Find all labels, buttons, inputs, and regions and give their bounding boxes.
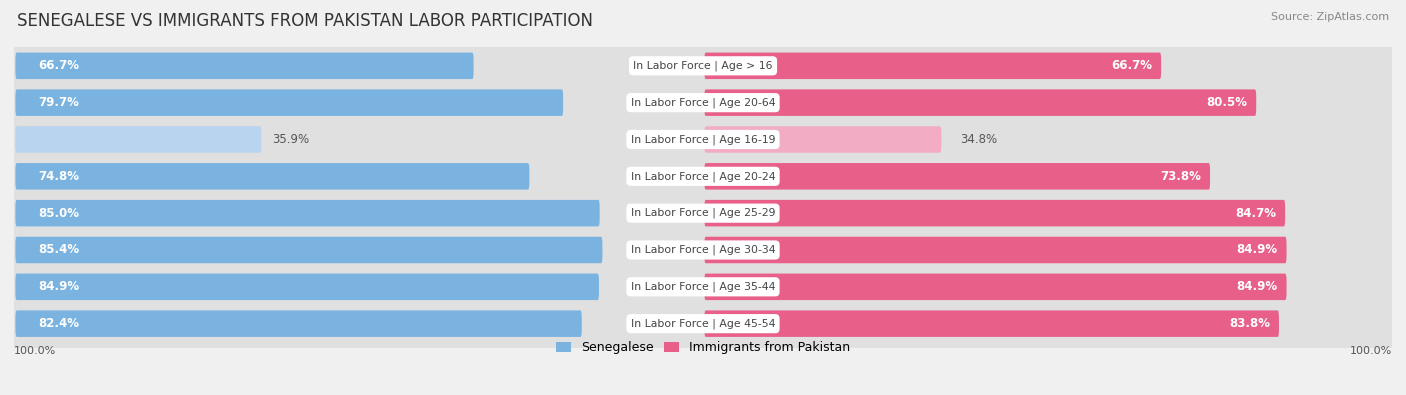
Text: 100.0%: 100.0%	[1350, 346, 1392, 357]
Text: 83.8%: 83.8%	[1229, 317, 1270, 330]
FancyBboxPatch shape	[15, 126, 262, 153]
FancyBboxPatch shape	[15, 200, 599, 226]
FancyBboxPatch shape	[704, 310, 1279, 337]
FancyBboxPatch shape	[14, 60, 1392, 145]
Text: In Labor Force | Age 45-54: In Labor Force | Age 45-54	[631, 318, 775, 329]
Text: SENEGALESE VS IMMIGRANTS FROM PAKISTAN LABOR PARTICIPATION: SENEGALESE VS IMMIGRANTS FROM PAKISTAN L…	[17, 12, 593, 30]
FancyBboxPatch shape	[14, 207, 1392, 293]
FancyBboxPatch shape	[14, 23, 1392, 109]
Text: 84.9%: 84.9%	[1236, 243, 1278, 256]
FancyBboxPatch shape	[15, 237, 602, 263]
Legend: Senegalese, Immigrants from Pakistan: Senegalese, Immigrants from Pakistan	[551, 337, 855, 359]
Text: 79.7%: 79.7%	[38, 96, 79, 109]
FancyBboxPatch shape	[704, 274, 1286, 300]
Text: In Labor Force | Age 20-24: In Labor Force | Age 20-24	[631, 171, 775, 182]
FancyBboxPatch shape	[704, 126, 942, 153]
Text: 84.7%: 84.7%	[1236, 207, 1277, 220]
Text: 82.4%: 82.4%	[38, 317, 79, 330]
Text: In Labor Force | Age 20-64: In Labor Force | Age 20-64	[631, 98, 775, 108]
Text: In Labor Force | Age 25-29: In Labor Force | Age 25-29	[631, 208, 775, 218]
FancyBboxPatch shape	[14, 97, 1392, 182]
FancyBboxPatch shape	[15, 310, 582, 337]
FancyBboxPatch shape	[15, 89, 564, 116]
Text: 66.7%: 66.7%	[1111, 59, 1152, 72]
Text: In Labor Force | Age 16-19: In Labor Force | Age 16-19	[631, 134, 775, 145]
Text: 34.8%: 34.8%	[960, 133, 997, 146]
Text: In Labor Force | Age 35-44: In Labor Force | Age 35-44	[631, 282, 775, 292]
FancyBboxPatch shape	[704, 237, 1286, 263]
Text: 84.9%: 84.9%	[38, 280, 79, 293]
Text: 66.7%: 66.7%	[38, 59, 79, 72]
FancyBboxPatch shape	[14, 134, 1392, 219]
Text: 73.8%: 73.8%	[1160, 170, 1201, 183]
FancyBboxPatch shape	[15, 53, 474, 79]
FancyBboxPatch shape	[704, 200, 1285, 226]
Text: Source: ZipAtlas.com: Source: ZipAtlas.com	[1271, 12, 1389, 22]
FancyBboxPatch shape	[14, 170, 1392, 256]
Text: 85.0%: 85.0%	[38, 207, 79, 220]
FancyBboxPatch shape	[704, 163, 1211, 190]
FancyBboxPatch shape	[15, 163, 530, 190]
Text: 80.5%: 80.5%	[1206, 96, 1247, 109]
FancyBboxPatch shape	[14, 281, 1392, 367]
Text: In Labor Force | Age > 16: In Labor Force | Age > 16	[633, 60, 773, 71]
FancyBboxPatch shape	[14, 244, 1392, 329]
Text: 85.4%: 85.4%	[38, 243, 79, 256]
FancyBboxPatch shape	[704, 53, 1161, 79]
Text: 100.0%: 100.0%	[14, 346, 56, 357]
Text: 84.9%: 84.9%	[1236, 280, 1278, 293]
FancyBboxPatch shape	[15, 274, 599, 300]
Text: 35.9%: 35.9%	[271, 133, 309, 146]
Text: 74.8%: 74.8%	[38, 170, 79, 183]
FancyBboxPatch shape	[704, 89, 1256, 116]
Text: In Labor Force | Age 30-34: In Labor Force | Age 30-34	[631, 245, 775, 255]
